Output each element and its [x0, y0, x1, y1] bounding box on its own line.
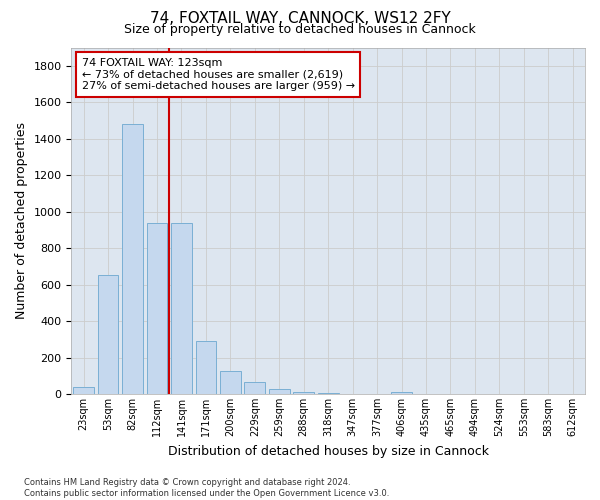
Bar [73, 387, 94, 394]
Bar [98, 276, 118, 394]
Bar [171, 224, 192, 394]
Bar [220, 371, 241, 394]
Bar [269, 390, 290, 394]
Bar [146, 224, 167, 394]
Bar [391, 392, 412, 394]
Y-axis label: Number of detached properties: Number of detached properties [15, 122, 28, 320]
Bar [318, 393, 338, 394]
Bar [196, 341, 217, 394]
Text: Size of property relative to detached houses in Cannock: Size of property relative to detached ho… [124, 24, 476, 36]
X-axis label: Distribution of detached houses by size in Cannock: Distribution of detached houses by size … [168, 444, 489, 458]
Bar [293, 392, 314, 394]
Bar [122, 124, 143, 394]
Text: Contains HM Land Registry data © Crown copyright and database right 2024.
Contai: Contains HM Land Registry data © Crown c… [24, 478, 389, 498]
Text: 74, FOXTAIL WAY, CANNOCK, WS12 2FY: 74, FOXTAIL WAY, CANNOCK, WS12 2FY [149, 11, 451, 26]
Bar [244, 382, 265, 394]
Text: 74 FOXTAIL WAY: 123sqm
← 73% of detached houses are smaller (2,619)
27% of semi-: 74 FOXTAIL WAY: 123sqm ← 73% of detached… [82, 58, 355, 91]
